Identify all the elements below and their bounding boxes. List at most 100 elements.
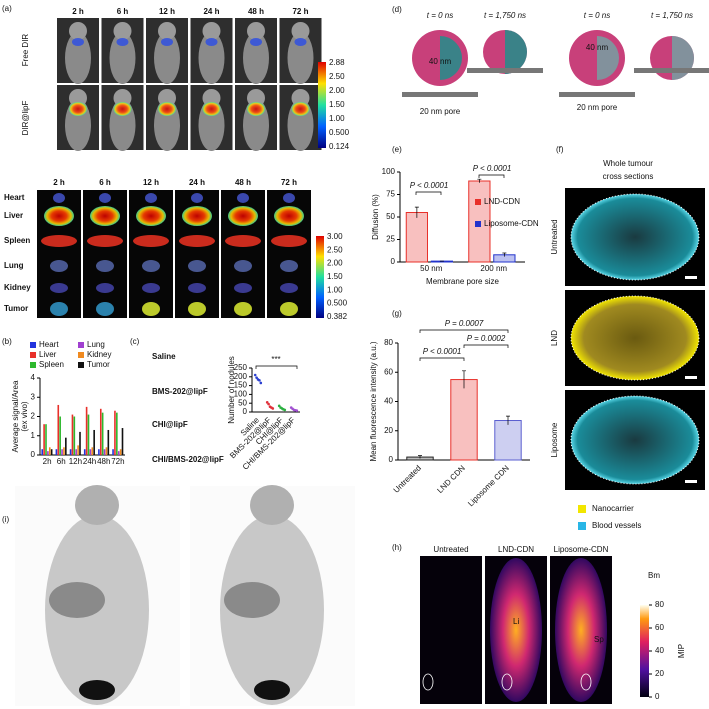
bar [107, 429, 110, 455]
bar [71, 414, 74, 455]
x-tick-label: 12h [69, 457, 82, 466]
y-tick-label: 150 [234, 381, 248, 390]
y-tick-label: 1 [31, 431, 36, 440]
organ [99, 193, 111, 203]
organ [182, 206, 212, 226]
bar [48, 447, 51, 455]
organ [96, 260, 114, 272]
time-label: 6 h [99, 178, 111, 187]
organ [283, 193, 295, 203]
bracket [478, 174, 505, 178]
x-tick-label: 50 nm [420, 264, 443, 273]
colorbar-label: 1.00 [329, 114, 345, 123]
row-label: Untreated [550, 219, 559, 254]
error-bar [414, 206, 419, 218]
mouse-head [202, 89, 221, 107]
organ-label: Bm [648, 571, 660, 580]
bracket [255, 365, 298, 369]
y-tick-label: 4 [31, 373, 36, 382]
legend-swatch [475, 221, 481, 227]
colorbar-label: 60 [655, 623, 664, 632]
panel-label: (i) [2, 515, 9, 524]
organ [96, 283, 114, 293]
organ [234, 283, 252, 293]
time-label: 24 h [189, 178, 205, 187]
mouse-head [291, 89, 310, 107]
colorbar-label: 80 [655, 600, 664, 609]
organ-label: Sp [594, 635, 604, 644]
bracket [419, 357, 465, 361]
colorbar [640, 605, 649, 697]
bar [121, 428, 124, 455]
organ [280, 283, 298, 293]
legend-label: Tumor [87, 360, 110, 369]
pore-label: 20 nm pore [420, 107, 461, 116]
organ [237, 193, 249, 203]
mouse-head [202, 22, 221, 40]
organ [179, 235, 215, 247]
organ-label: Liver [4, 211, 23, 220]
legend-swatch [78, 362, 84, 368]
bar [75, 449, 78, 455]
time-label: 6 h [117, 7, 129, 16]
organ [53, 193, 65, 203]
bar [45, 424, 47, 455]
bar [85, 406, 88, 455]
time-label: t = 1,750 ns [651, 11, 693, 20]
colorbar-label: 40 [655, 646, 664, 655]
y-axis-label: Number of nodules [227, 356, 236, 424]
colorbar-label: 0 [655, 692, 660, 701]
bar [65, 437, 67, 455]
organ [142, 260, 160, 272]
y-tick-label: 0 [243, 407, 248, 416]
colorbar-label: 0.500 [329, 128, 350, 137]
signal [205, 38, 218, 46]
bar [114, 410, 116, 455]
tumour-outline [570, 295, 700, 381]
time-label: 48 h [248, 7, 264, 16]
colorbar-label: 0.382 [327, 312, 348, 321]
bar [43, 424, 45, 455]
bar [59, 416, 61, 455]
time-label: 72 h [292, 7, 308, 16]
panel-label: (g) [392, 309, 402, 318]
signal [116, 38, 129, 46]
error-bar [506, 415, 510, 425]
point [277, 404, 281, 408]
tumour-outline [570, 395, 700, 485]
signal [294, 38, 307, 46]
mouse-body [287, 32, 314, 84]
legend-label: Heart [39, 340, 59, 349]
signal [161, 38, 173, 46]
time-label: 2 h [53, 178, 65, 187]
mouse-head [291, 22, 310, 40]
legend-swatch [78, 352, 84, 358]
y-tick-label: 100 [234, 390, 248, 399]
time-label: 12 h [143, 178, 159, 187]
column-label: Untreated [433, 545, 468, 554]
annotation: P < 0.0001 [410, 181, 449, 190]
colorbar-label: 2.00 [329, 86, 345, 95]
colorbar-label: 2.50 [327, 245, 343, 254]
y-tick-label: 250 [234, 363, 248, 372]
annotation: *** [271, 355, 280, 364]
bar [103, 449, 106, 455]
mouse-head [69, 89, 87, 107]
point [295, 409, 299, 412]
y-tick-label: 80 [384, 338, 393, 347]
legend-label: Liver [39, 350, 57, 359]
bar [93, 429, 95, 455]
pet-body [490, 558, 542, 702]
bar [450, 379, 478, 461]
time-label: 48 h [235, 178, 251, 187]
colorbar-label: 2.50 [329, 72, 345, 81]
x-tick-label: 6h [57, 457, 66, 466]
x-tick-label: Liposome CDN [466, 463, 511, 508]
mouse-head [113, 22, 132, 40]
bracket [415, 191, 442, 195]
y-axis-label: Average signal/Area [11, 380, 20, 452]
y-tick-label: 60 [384, 367, 393, 376]
liver [224, 582, 280, 618]
y-tick-label: 0 [31, 450, 36, 459]
bar [47, 451, 49, 455]
